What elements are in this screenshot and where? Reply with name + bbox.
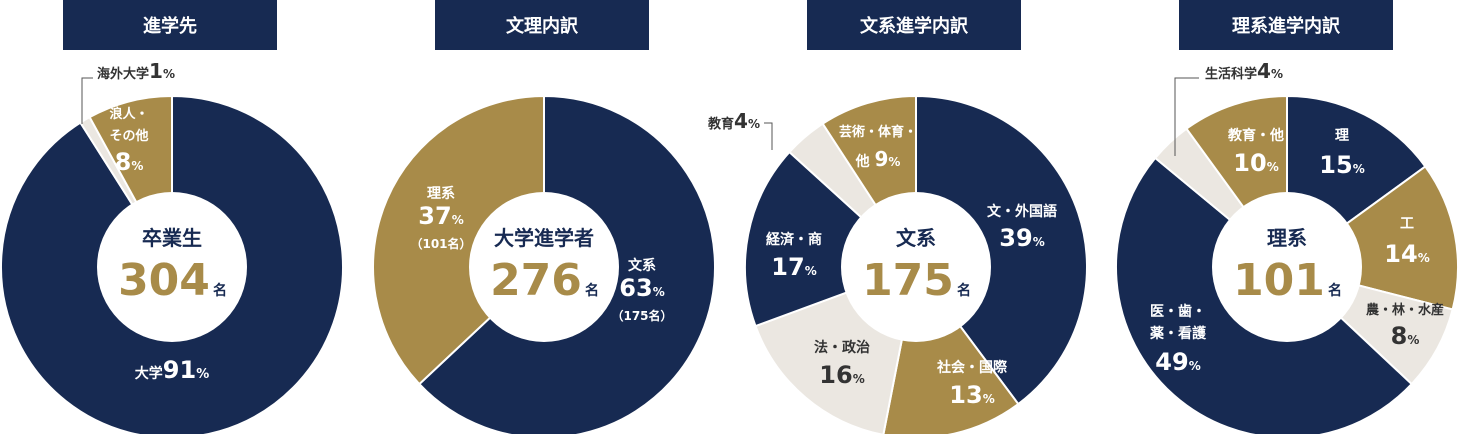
pie-chart-humanities-science: 文理内訳 大学進学者 276 名 文系 63% （175名） 理系 37% （101名） [372,0,717,434]
leader-line [81,77,93,124]
slice-label: 芸術・体育・ [839,124,917,140]
slice-label: 教育4% [707,109,760,133]
slice-label: 農・林・水産 [1366,302,1444,318]
donut-hole [97,192,247,342]
chart-title: 進学先 [63,0,277,50]
slice-label: 文・外国語 [987,203,1057,220]
center-unit: 名 [1328,282,1342,299]
slice-sublabel: （101名） [410,236,471,251]
center-unit: 名 [213,282,227,299]
donut-hole [1212,192,1362,342]
slice-label: 大学91% [135,356,209,384]
center-label: 大学進学者 [494,226,594,250]
slice-label: 経済・商 [766,231,822,248]
slice-percent: 他 9% [855,147,901,171]
chart-title: 文系進学内訳 [807,0,1021,50]
center-unit: 名 [585,282,599,299]
pie-slice [0,94,344,434]
donut-hole [469,192,619,342]
pie-svg: 文系 175 名 文・外国語 39% 社会・国際 13% 法・政治 16% 経済・商 17% 教育4%… [707,94,1088,434]
slice-percent: 10% [1233,149,1278,177]
chart-title: 文理内訳 [435,0,649,50]
slice-percent: 63% [619,274,664,302]
slice-percent: 17% [771,253,816,281]
pie-slice [915,94,1088,406]
pie-chart-humanities-breakdown: 文系進学内訳 文系 175 名 文・外国語 39% 社会・国際 13% 法・政治 16% 経済・商… [707,0,1088,434]
slice-label: 教育・他 [1228,127,1284,144]
leader-line [764,122,773,150]
pie-chart-destination: 進学先 卒業生 304 名大学91% 海外大学1% 浪人・その他 8% [0,0,344,434]
leader-line [1174,77,1199,156]
slice-percent: 37% [418,202,463,230]
donut-hole [841,192,991,342]
slice-percent: 13% [949,381,994,409]
center-label: 文系 [896,226,936,250]
slice-label: 薬・看護 [1150,325,1207,342]
slice-label: 法・政治 [814,339,870,356]
slice-label: 医・歯・ [1150,303,1206,320]
center-label: 理系 [1267,226,1307,250]
slice-label: その他 [109,128,148,144]
slice-percent: 15% [1319,151,1364,179]
slice-percent: 16% [819,361,864,389]
pie-chart-science-breakdown: 理系進学内訳 理系 101 名 理 15% 工 14% 農・林・水産 8% 医・歯・薬・看護 49%… [1114,0,1458,434]
center-unit: 名 [957,282,971,299]
pie-slice [372,94,545,386]
slice-sublabel: （175名） [611,308,672,323]
slice-label: 海外大学1% [97,59,175,83]
slice-percent: 8% [1391,322,1420,350]
chart-title: 理系進学内訳 [1179,0,1393,50]
slice-label: 文系 [628,257,656,274]
center-value: 175 [862,255,954,306]
pie-svg: 理系 101 名 理 15% 工 14% 農・林・水産 8% 医・歯・薬・看護 49% 生活科学4% 教… [1114,59,1458,434]
slice-label: 理 [1335,128,1349,144]
slice-percent: 49% [1155,348,1200,376]
slice-label: 理系 [427,185,455,202]
slice-label: 社会・国際 [936,359,1008,376]
slice-label: 浪人・ [109,106,148,122]
slice-percent: 14% [1384,240,1429,268]
center-value: 276 [490,255,582,306]
slice-percent: 39% [999,224,1044,252]
slice-percent: 8% [115,148,144,176]
center-label: 卒業生 [142,226,202,250]
center-value: 101 [1233,255,1325,306]
slice-label: 生活科学4% [1205,59,1283,83]
center-value: 304 [118,255,210,306]
slice-label: 工 [1400,216,1414,232]
